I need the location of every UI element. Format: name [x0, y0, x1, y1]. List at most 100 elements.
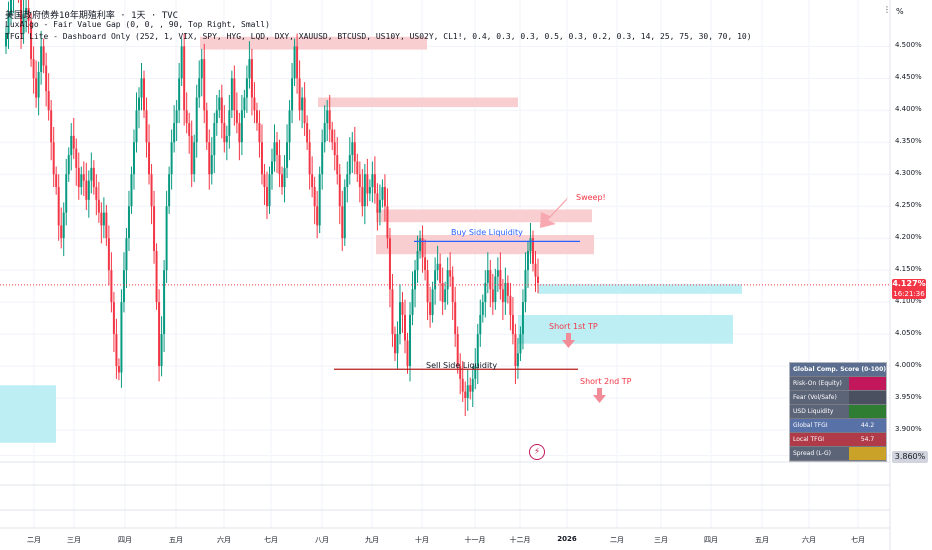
candle-body: [313, 187, 316, 207]
short-1st-tp-arrow: [562, 333, 575, 348]
bullish-fvg-zone: [518, 314, 733, 344]
candle-body: [291, 78, 294, 111]
y-tick-label: 4.250%: [895, 201, 922, 210]
candle-body: [303, 97, 306, 124]
candle-body: [115, 334, 118, 367]
short-2nd-tp-arrow: [593, 388, 606, 403]
chart-title[interactable]: 美国政府债券10年期殖利率 · 1天 · TVC: [5, 11, 179, 21]
candle-body: [65, 174, 68, 213]
candle-body: [409, 314, 412, 367]
y-tick-label: 4.500%: [895, 41, 922, 50]
candle-body: [511, 314, 514, 335]
candle-body: [233, 78, 236, 111]
candle-body: [431, 289, 434, 315]
indicator-tfgi-label[interactable]: TFGI Lite - Dashboard Only (252, 1, VIX,…: [5, 32, 752, 41]
candle-body: [110, 270, 113, 303]
candle-body: [208, 142, 211, 175]
candle-body: [381, 187, 384, 200]
candle-body: [243, 97, 246, 111]
candle-body: [499, 270, 502, 290]
percent-scale-label[interactable]: %: [896, 7, 904, 16]
candle-body: [100, 212, 103, 226]
candle-body: [170, 142, 173, 175]
dashboard-row: USD Liquidity: [790, 405, 886, 419]
candle-body: [449, 270, 452, 277]
indicator-fvg-label[interactable]: LuxAlgo - Fair Value Gap (0, 0, , 90, To…: [5, 20, 270, 29]
candle-body: [92, 167, 95, 188]
candle-body: [37, 71, 40, 98]
candle-body: [163, 270, 166, 335]
candle-body: [484, 282, 487, 303]
y-tick-label: 4.350%: [895, 137, 922, 146]
dashboard-row-label: Local TFGI: [793, 436, 824, 443]
candle-body: [238, 123, 241, 143]
candle-body: [185, 110, 188, 124]
y-tick-label: 4.150%: [895, 265, 922, 274]
candle-body: [235, 110, 238, 124]
candle-body: [326, 110, 329, 124]
candle-body: [296, 46, 299, 79]
dashboard-row: Fear (Vol/Safe): [790, 391, 886, 405]
candle-body: [476, 334, 479, 367]
y-tick-label: 4.200%: [895, 233, 922, 242]
candle-body: [308, 142, 311, 175]
dashboard-header: Global Comp. Score (0-100): [790, 363, 886, 377]
y-tick-label: 4.450%: [895, 73, 922, 82]
dashboard-row: Risk-On (Equity): [790, 377, 886, 391]
candle-body: [353, 142, 356, 162]
candle-body: [509, 295, 512, 315]
candle-body: [494, 276, 497, 303]
candle-body: [122, 270, 125, 303]
tfgi-dashboard: Global Comp. Score (0-100) Risk-On (Equi…: [789, 362, 887, 462]
candle-body: [188, 123, 191, 136]
dashboard-row-label: Spread (L-G): [793, 450, 831, 457]
y-tick-label: 4.000%: [895, 361, 922, 370]
y-tick-label: 3.950%: [895, 393, 922, 402]
candle-body: [526, 250, 529, 271]
short-2nd-tp-label: Short 2nd TP: [580, 377, 632, 386]
candle-body: [401, 302, 404, 315]
candle-body: [506, 282, 509, 296]
candle-body: [328, 110, 331, 130]
candle-body: [414, 270, 417, 290]
candle-body: [77, 167, 80, 188]
candle-body: [489, 270, 492, 290]
candle-body: [195, 97, 198, 143]
candle-body: [155, 250, 158, 303]
dashboard-row-label: USD Liquidity: [793, 408, 834, 415]
sell-side-liquidity-label: Sell Side Liquidity: [426, 361, 498, 370]
candle-body: [346, 174, 349, 188]
target-arrows: [540, 197, 606, 403]
candle-body: [419, 238, 422, 251]
lightning-icon[interactable]: ⚡: [529, 444, 545, 460]
candle-body: [67, 155, 70, 175]
sweep-label: Sweep!: [576, 193, 606, 202]
candle-body: [288, 110, 291, 143]
candle-body: [260, 142, 263, 175]
candle-body: [368, 187, 371, 194]
candle-body: [537, 276, 539, 283]
candle-body: [386, 206, 389, 239]
x-tick-label: 十二月: [509, 536, 531, 544]
y-tick-label: 3.900%: [895, 425, 922, 434]
candle-body: [210, 155, 213, 175]
axis-value-badge: 3.860%: [892, 451, 928, 463]
candle-body: [190, 135, 193, 175]
candle-body: [20, 0, 23, 34]
candle-body: [486, 270, 489, 283]
candle-body: [521, 302, 524, 335]
candle-body: [271, 161, 273, 175]
candle-body: [466, 385, 469, 399]
x-tick-label: 五月: [755, 536, 769, 544]
candle-body: [424, 257, 427, 271]
candle-body: [393, 334, 396, 354]
candle-body: [283, 167, 286, 188]
dashboard-row-value: [849, 447, 886, 460]
candle-body: [429, 302, 432, 315]
more-options-icon[interactable]: ⋮: [883, 5, 891, 14]
candle-body: [90, 167, 93, 181]
candle-body: [160, 334, 163, 367]
candle-body: [516, 353, 519, 367]
buy-side-liquidity-label: Buy Side Liquidity: [451, 228, 523, 237]
